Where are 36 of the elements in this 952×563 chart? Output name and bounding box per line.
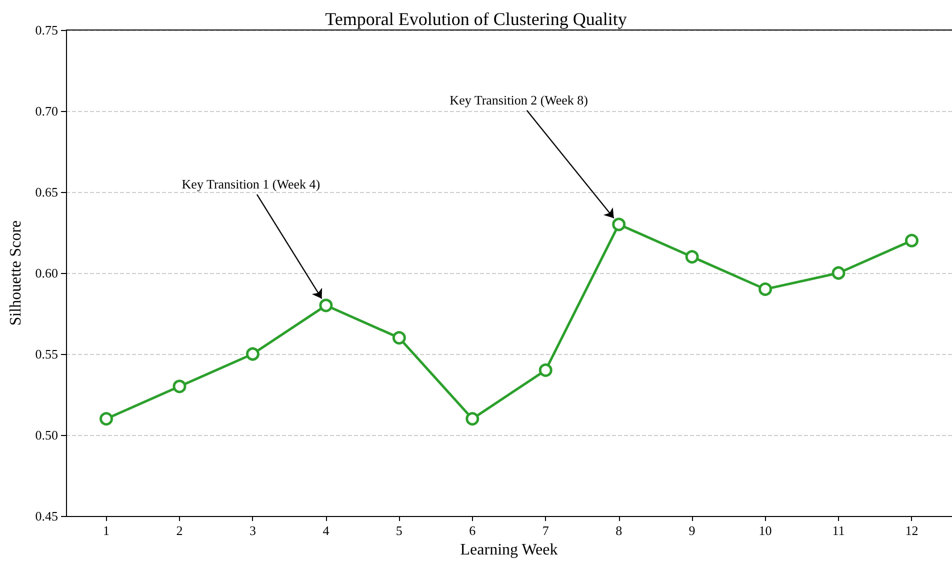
x-tick-label: 7 <box>542 523 550 538</box>
point <box>538 363 552 377</box>
annotation: Key Transition 2 (Week 8) <box>450 92 588 108</box>
x-tick-label: 1 <box>103 523 110 538</box>
y-tick-label: 0.65 <box>35 184 58 200</box>
x-axis-title: Learning Week <box>460 542 558 558</box>
y-tick-label: 0.60 <box>35 266 58 280</box>
x-tick-label: 3 <box>249 523 256 538</box>
x-tick-label: 6 <box>469 523 476 538</box>
y-tick-label: 0.70 <box>35 104 58 118</box>
annotation: Key Transition 1 (Week 4) <box>182 176 320 192</box>
point <box>100 412 114 426</box>
point <box>758 282 772 296</box>
x-tick-label: 11 <box>832 523 845 538</box>
point <box>172 380 186 394</box>
x-tick-label: 10 <box>758 523 772 538</box>
point <box>612 218 626 232</box>
y-tick-label: 0.50 <box>35 428 58 442</box>
y-tick-label: 0.55 <box>35 346 58 362</box>
point <box>685 250 699 264</box>
point <box>904 234 918 248</box>
x-tick-label: 8 <box>616 523 622 538</box>
y-axis-title: Silhouette Score <box>8 220 24 326</box>
x-tick-label: 2 <box>176 523 183 538</box>
point <box>246 347 260 361</box>
chart-title: Temporal Evolution of Clustering Quality <box>325 9 627 29</box>
point <box>832 266 846 280</box>
point <box>466 412 480 426</box>
point <box>392 331 406 345</box>
point <box>319 298 333 312</box>
x-tick-label: 5 <box>396 523 402 538</box>
y-tick-label: 0.75 <box>35 22 58 38</box>
x-tick-label: 9 <box>688 523 696 538</box>
y-tick-label: 0.45 <box>35 508 58 524</box>
x-tick-label: 12 <box>905 523 918 538</box>
x-tick-label: 4 <box>322 523 330 538</box>
